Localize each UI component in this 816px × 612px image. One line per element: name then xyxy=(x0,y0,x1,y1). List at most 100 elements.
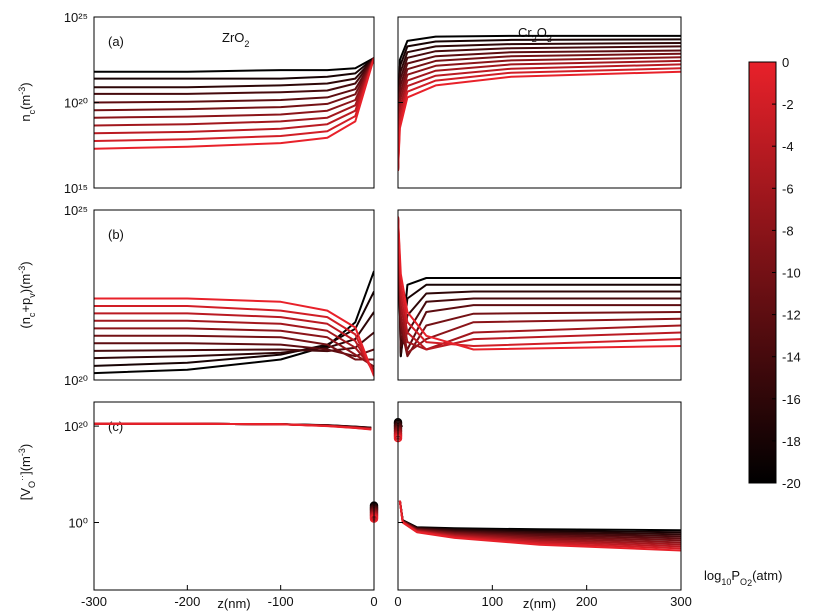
label-part: -3 xyxy=(17,448,27,456)
plot-area xyxy=(94,270,374,377)
series-line xyxy=(398,216,681,351)
y-axis-label: nc(m-3) xyxy=(17,82,37,121)
x-tick-label: -100 xyxy=(268,594,294,609)
series-line xyxy=(94,342,374,358)
series-line xyxy=(94,57,374,150)
label-part: O xyxy=(537,25,547,40)
colorbar-tick-label: -10 xyxy=(782,266,801,281)
series-line xyxy=(398,216,681,358)
y-tick-label: 10²⁰ xyxy=(64,419,88,434)
y-tick-label: 10²⁵ xyxy=(64,203,88,218)
x-tick-label: -200 xyxy=(174,594,200,609)
plot-area xyxy=(94,422,372,431)
x-tick-label: 100 xyxy=(481,594,503,609)
label-part: n xyxy=(18,114,33,121)
series-line xyxy=(94,57,374,142)
y-tick-label: 10²⁵ xyxy=(64,10,88,25)
label-part: )(m xyxy=(18,274,33,294)
x-tick-label: -300 xyxy=(81,594,107,609)
colorbar-label: log10PO2(atm) xyxy=(704,568,782,588)
label-part: O xyxy=(740,577,747,587)
series-line xyxy=(398,216,681,358)
colorbar xyxy=(748,61,777,484)
label-part: (m xyxy=(18,95,33,110)
x-tick-label: 200 xyxy=(576,594,598,609)
label-part: (n xyxy=(18,317,33,329)
label-part: -3 xyxy=(17,266,27,274)
colorbar-tick-label: -8 xyxy=(782,223,794,238)
label-part: ) xyxy=(18,444,33,448)
label-part: 10 xyxy=(721,577,731,587)
y-tick-label: 10²⁰ xyxy=(64,373,88,388)
label-part: -3 xyxy=(17,87,27,95)
label-part: ) xyxy=(18,261,33,265)
series-line xyxy=(94,57,374,80)
axes-frame xyxy=(397,209,682,381)
series-line xyxy=(398,67,681,171)
label-part: +p xyxy=(18,298,33,313)
panel-title: Cr2O3 xyxy=(518,25,552,44)
series-line xyxy=(94,327,374,368)
y-tick-label: 10¹⁵ xyxy=(64,181,88,196)
series-line xyxy=(94,319,374,371)
series-line xyxy=(94,312,374,374)
colorbar-tick-label: -14 xyxy=(782,350,801,365)
label-part: Cr xyxy=(518,25,532,40)
colorbar-tick-label: -16 xyxy=(782,392,801,407)
plot-area xyxy=(398,34,681,171)
series-line xyxy=(398,500,681,532)
label-part: 2 xyxy=(747,578,752,588)
label-part: ·· xyxy=(17,475,27,481)
x-axis-label: z(nm) xyxy=(523,596,556,611)
colorbar-tick-label: -20 xyxy=(782,476,801,491)
plot-area xyxy=(94,57,374,150)
series-line xyxy=(398,216,681,358)
series-line xyxy=(94,57,374,135)
y-tick-label: 10⁰ xyxy=(68,516,88,531)
series-line xyxy=(94,270,374,375)
label-part: [V xyxy=(18,488,33,501)
label-part: v xyxy=(27,293,37,298)
series-line xyxy=(94,57,374,89)
colorbar-tick-label: -4 xyxy=(782,139,794,154)
label-part: 2 xyxy=(244,39,249,49)
series-line xyxy=(398,500,681,552)
panel-label: (a) xyxy=(108,34,124,49)
label-part: c xyxy=(27,312,37,317)
series-line xyxy=(94,305,374,376)
series-line xyxy=(398,70,681,171)
series-line xyxy=(94,57,374,119)
label-part: ) xyxy=(18,82,33,86)
label-part: (atm) xyxy=(752,568,782,583)
series-line xyxy=(94,57,374,73)
x-tick-label: 300 xyxy=(670,594,692,609)
label-part: c xyxy=(27,109,37,114)
colorbar-tick-label: -6 xyxy=(782,181,794,196)
y-axis-label: [VO··](m-3) xyxy=(17,444,37,500)
series-line xyxy=(398,59,681,171)
x-tick-label: 0 xyxy=(370,594,377,609)
plot-area xyxy=(398,216,681,358)
y-tick-label: 10²⁰ xyxy=(64,96,88,111)
axes-frame xyxy=(93,401,375,591)
label-part: log xyxy=(704,568,721,583)
series-line xyxy=(398,216,681,351)
series-line xyxy=(94,297,374,377)
panel-label: (c) xyxy=(108,419,123,434)
panel-label: (b) xyxy=(108,227,124,242)
x-axis-label: z(nm) xyxy=(217,596,250,611)
panel-title: ZrO2 xyxy=(222,30,249,49)
axes-frame xyxy=(93,16,375,189)
series-line xyxy=(94,57,374,95)
axes-frame xyxy=(397,16,682,189)
colorbar-tick-label: -2 xyxy=(782,97,794,112)
label-part: P xyxy=(731,568,740,583)
series-line xyxy=(94,57,374,127)
axes-frame xyxy=(397,401,682,591)
series-line xyxy=(94,57,374,112)
plot-area xyxy=(398,500,681,552)
label-part: ](m xyxy=(18,456,33,475)
y-axis-label: (nc+pv)(m-3) xyxy=(17,261,37,328)
colorbar-tick-label: -12 xyxy=(782,308,801,323)
